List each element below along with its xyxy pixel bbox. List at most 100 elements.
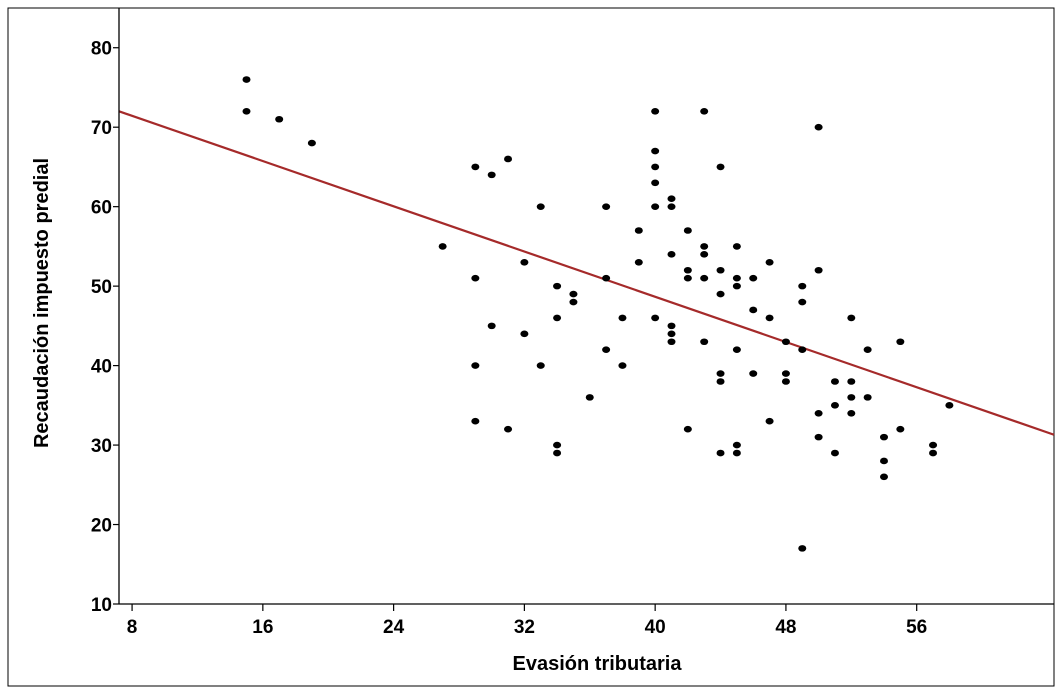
data-point <box>732 243 741 250</box>
data-point <box>814 409 823 417</box>
x-tick-label: 8 <box>127 617 138 638</box>
data-point <box>520 330 529 338</box>
data-point <box>814 123 823 131</box>
x-tick-label: 56 <box>906 617 927 638</box>
y-tick-label: 40 <box>91 357 112 378</box>
data-point <box>536 203 545 210</box>
data-point <box>896 425 905 433</box>
data-point <box>732 274 741 282</box>
data-point <box>716 378 725 385</box>
data-point <box>618 314 627 322</box>
data-point <box>553 282 562 290</box>
data-point <box>880 433 888 441</box>
data-point <box>781 338 790 346</box>
data-point <box>683 227 692 234</box>
data-point <box>520 258 529 266</box>
data-point <box>651 203 660 210</box>
data-point <box>781 370 790 377</box>
x-tick-label: 24 <box>383 617 405 638</box>
data-point <box>275 115 284 123</box>
data-point <box>716 290 725 298</box>
data-point <box>536 362 545 369</box>
data-point <box>814 433 823 441</box>
data-point <box>732 346 741 354</box>
data-point <box>471 274 480 282</box>
data-point <box>602 203 611 210</box>
data-point <box>487 322 496 330</box>
data-point <box>749 306 758 314</box>
data-point <box>716 449 725 457</box>
data-point <box>847 409 856 417</box>
data-point <box>798 545 807 552</box>
data-point <box>716 266 725 274</box>
data-point <box>504 155 513 163</box>
data-point <box>667 322 676 330</box>
data-point <box>651 179 660 187</box>
data-point <box>847 378 856 385</box>
plot-area <box>118 76 1055 552</box>
x-tick-label: 32 <box>514 617 535 638</box>
data-point <box>634 227 643 234</box>
data-point <box>880 457 888 465</box>
chart-frame <box>7 7 1055 687</box>
data-point <box>830 449 839 457</box>
data-point <box>667 330 676 338</box>
data-point <box>830 402 839 409</box>
data-point <box>487 171 496 179</box>
data-point <box>667 338 676 346</box>
data-point <box>683 274 692 282</box>
data-point <box>667 195 676 203</box>
data-point <box>896 338 905 346</box>
data-point <box>929 441 938 449</box>
axes: 10 20 30 40 50 60 70 80 8 16 24 32 40 48 56 <box>91 8 1054 638</box>
data-point <box>667 251 676 258</box>
data-point <box>242 76 251 83</box>
data-point <box>651 147 660 155</box>
x-axis-title: Evasión tributaria <box>513 653 683 675</box>
data-point <box>847 394 856 401</box>
y-tick-label: 50 <box>91 277 112 298</box>
data-point <box>651 108 660 115</box>
data-point <box>880 473 888 481</box>
data-point <box>814 266 823 274</box>
data-point <box>242 108 251 115</box>
data-point <box>553 441 562 449</box>
data-point <box>765 258 774 266</box>
data-point <box>945 402 954 409</box>
data-point <box>732 441 741 449</box>
y-tick-label: 80 <box>91 39 112 60</box>
data-point <box>618 362 627 369</box>
x-tick-label: 48 <box>775 617 796 638</box>
data-point <box>667 203 676 210</box>
data-point <box>438 243 447 250</box>
data-point <box>732 449 741 457</box>
y-tick-label: 10 <box>91 595 112 616</box>
data-point <box>749 274 758 282</box>
data-point <box>765 314 774 322</box>
data-point <box>651 163 660 171</box>
y-tick-label: 20 <box>91 516 112 537</box>
data-point <box>683 425 692 433</box>
data-point <box>471 163 480 171</box>
data-point <box>569 298 578 306</box>
data-point <box>553 314 562 322</box>
data-point <box>569 290 578 298</box>
data-point <box>798 346 807 354</box>
data-point <box>585 394 594 401</box>
y-axis-title: Recaudación impuesto predial <box>31 158 53 448</box>
y-tick-label: 60 <box>91 198 112 219</box>
data-point <box>929 449 938 457</box>
data-point <box>553 449 562 457</box>
data-point <box>602 346 611 354</box>
data-point <box>765 417 774 425</box>
data-point <box>700 251 709 258</box>
data-point <box>700 108 709 115</box>
data-point <box>749 370 758 377</box>
data-point <box>700 274 709 282</box>
data-point <box>683 266 692 274</box>
data-point <box>716 163 725 171</box>
data-point <box>781 378 790 385</box>
data-point <box>471 362 480 369</box>
x-tick-label: 40 <box>645 617 666 638</box>
